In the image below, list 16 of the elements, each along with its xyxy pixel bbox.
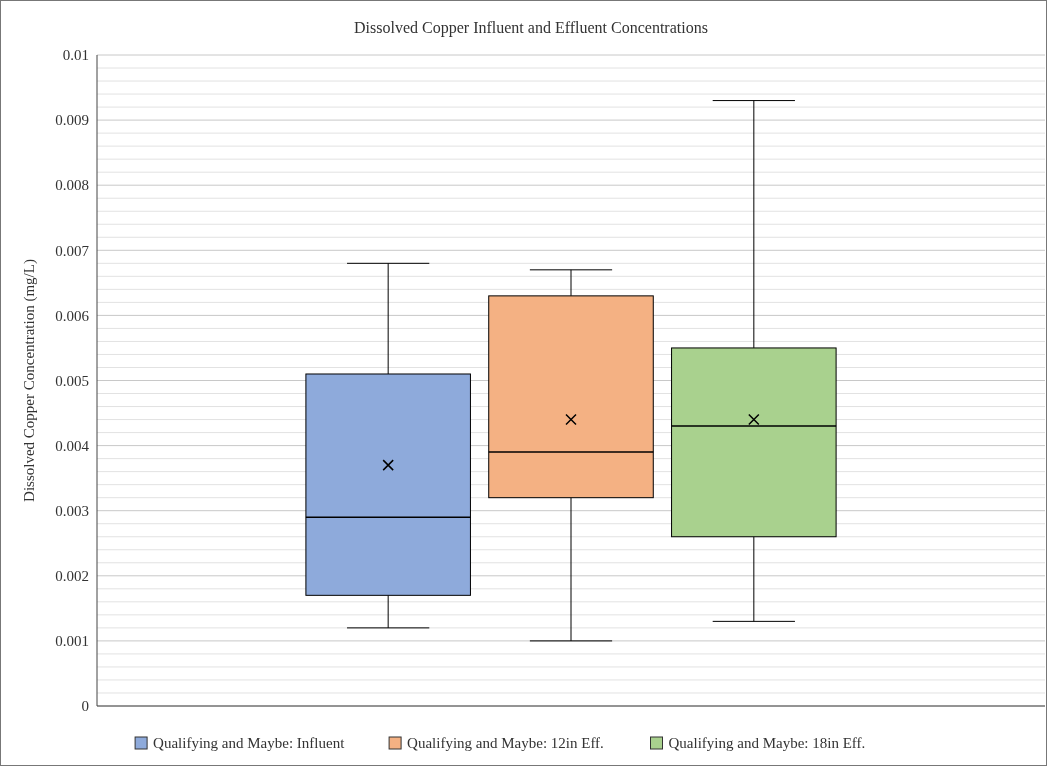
legend-label: Qualifying and Maybe: 12in Eff. bbox=[407, 735, 604, 751]
y-tick-label: 0.001 bbox=[55, 633, 89, 650]
y-axis-title: Dissolved Copper Concentration (mg/L) bbox=[21, 259, 38, 502]
y-tick-label: 0.005 bbox=[55, 372, 89, 389]
legend-label: Qualifying and Maybe: 18in Eff. bbox=[668, 735, 866, 751]
y-tick-label: 0.01 bbox=[62, 47, 89, 64]
y-tick-label: 0.003 bbox=[55, 502, 89, 519]
chart-title: Dissolved Copper Influent and Effluent Concentrations bbox=[354, 19, 708, 37]
y-tick-label: 0.008 bbox=[55, 177, 89, 194]
y-tick-label: 0.002 bbox=[55, 568, 89, 585]
y-tick-label: 0.007 bbox=[55, 242, 90, 259]
y-tick-label: 0.004 bbox=[55, 437, 90, 454]
y-tick-label: 0 bbox=[81, 698, 89, 715]
y-tick-label: 0.006 bbox=[55, 307, 90, 324]
legend-label: Qualifying and Maybe: Influent bbox=[153, 735, 346, 751]
y-tick-label: 0.009 bbox=[55, 112, 89, 129]
